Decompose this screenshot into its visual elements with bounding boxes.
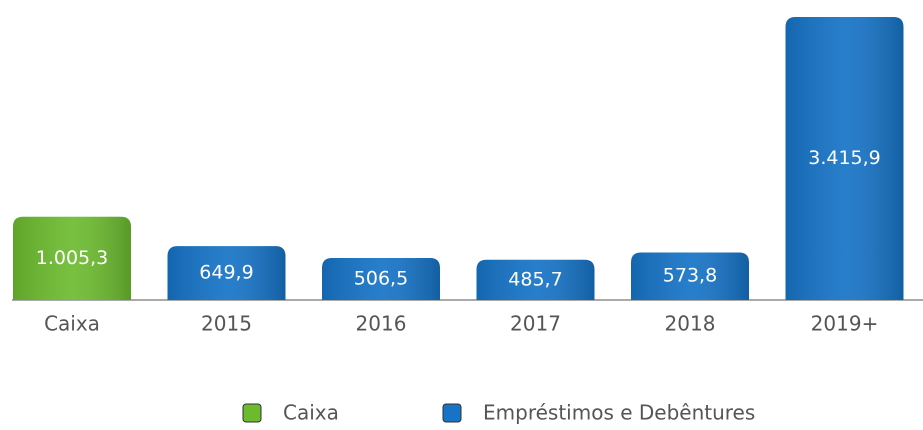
value-label: 649,9 (199, 262, 253, 284)
bar-shade (13, 216, 131, 300)
x-tick-label: 2016 (356, 312, 407, 336)
bar-shade (785, 17, 904, 300)
bar-shade (476, 259, 595, 300)
bar-shade (167, 246, 286, 300)
value-label: 1.005,3 (36, 247, 109, 269)
x-tick-label: 2015 (201, 312, 252, 336)
legend-swatch (242, 403, 262, 423)
x-tick-label: Caixa (44, 312, 100, 336)
bar-shade (322, 258, 440, 300)
legend-swatch (442, 403, 462, 423)
value-label: 506,5 (354, 268, 408, 290)
x-tick-label: 2017 (510, 312, 561, 336)
bar-shade (631, 252, 749, 300)
legend-label: Empréstimos e Debêntures (483, 401, 755, 425)
value-label: 485,7 (508, 268, 562, 290)
x-tick-label: 2018 (665, 312, 716, 336)
legend-label: Caixa (283, 401, 339, 425)
x-tick-label: 2019+ (811, 312, 879, 336)
value-label: 3.415,9 (808, 147, 881, 169)
value-label: 573,8 (663, 265, 717, 287)
